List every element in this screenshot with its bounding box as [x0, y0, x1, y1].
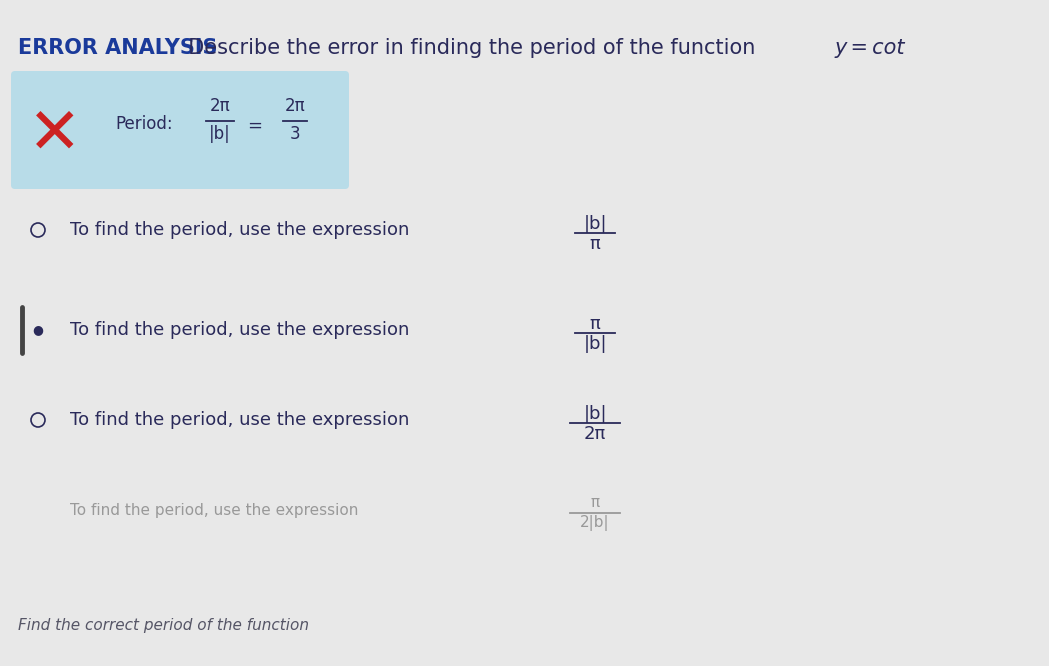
- Text: ●: ●: [33, 324, 43, 336]
- Text: Find the correct period of the function: Find the correct period of the function: [18, 618, 309, 633]
- Text: Describe the error in finding the period of the function: Describe the error in finding the period…: [175, 38, 762, 58]
- Text: =: =: [248, 117, 262, 135]
- Text: π: π: [590, 315, 600, 333]
- Text: π: π: [590, 235, 600, 253]
- Text: 2|b|: 2|b|: [580, 515, 609, 531]
- Text: π: π: [591, 495, 600, 510]
- Text: ERROR ANALYSIS: ERROR ANALYSIS: [18, 38, 217, 58]
- Text: |b|: |b|: [583, 215, 606, 233]
- Text: To find the period, use the expression: To find the period, use the expression: [70, 321, 409, 339]
- FancyBboxPatch shape: [10, 71, 349, 189]
- Text: |b|: |b|: [583, 335, 606, 353]
- Text: To find the period, use the expression: To find the period, use the expression: [70, 411, 409, 429]
- Text: 2π: 2π: [210, 97, 231, 115]
- Text: 2π: 2π: [584, 425, 606, 443]
- Text: y = cot: y = cot: [835, 38, 905, 58]
- Text: ✕: ✕: [28, 104, 82, 166]
- Text: To find the period, use the expression: To find the period, use the expression: [70, 503, 359, 517]
- Text: To find the period, use the expression: To find the period, use the expression: [70, 221, 409, 239]
- Text: |b|: |b|: [209, 125, 231, 143]
- Text: |b|: |b|: [583, 405, 606, 423]
- Text: 2π: 2π: [284, 97, 305, 115]
- Text: Period:: Period:: [115, 115, 173, 133]
- Text: 3: 3: [290, 125, 300, 143]
